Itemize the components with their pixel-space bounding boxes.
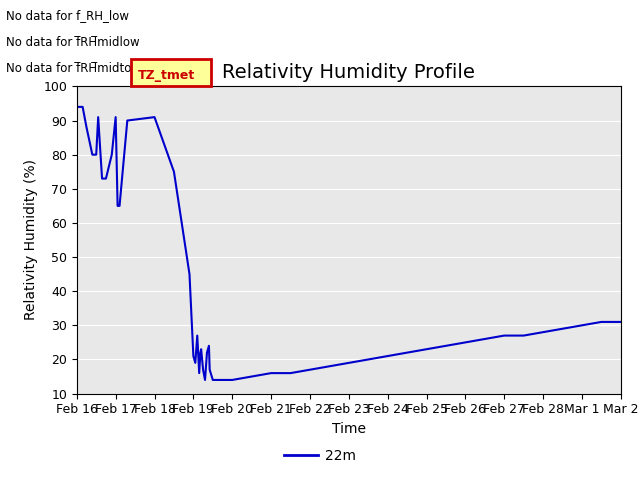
- Text: No data for f_RH_low: No data for f_RH_low: [6, 9, 129, 22]
- Y-axis label: Relativity Humidity (%): Relativity Humidity (%): [24, 159, 38, 321]
- X-axis label: Time: Time: [332, 422, 366, 436]
- Text: No data for f̅RH̅midlow: No data for f̅RH̅midlow: [6, 36, 140, 48]
- Title: Relativity Humidity Profile: Relativity Humidity Profile: [222, 63, 476, 82]
- Text: No data for f̅RH̅midtop: No data for f̅RH̅midtop: [6, 62, 140, 75]
- Legend: 22m: 22m: [278, 443, 362, 468]
- Text: TZ_tmet: TZ_tmet: [138, 69, 195, 82]
